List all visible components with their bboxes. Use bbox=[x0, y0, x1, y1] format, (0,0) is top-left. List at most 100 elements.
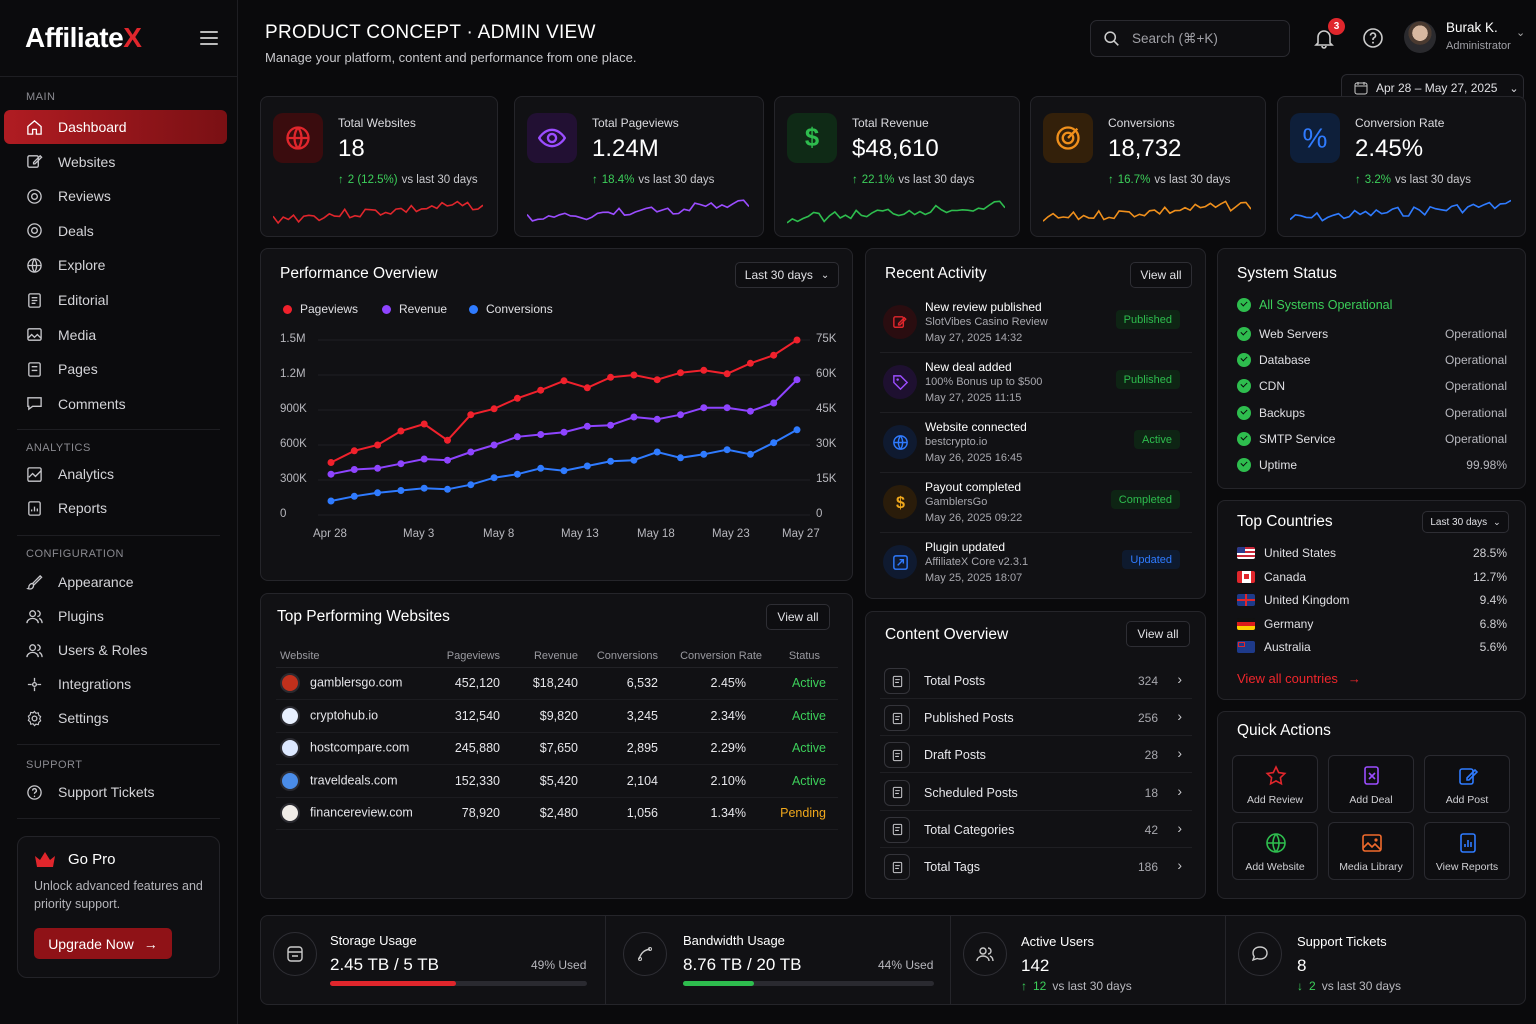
sidebar-item-explore[interactable]: Explore bbox=[4, 248, 227, 282]
table-row[interactable]: hostcompare.com 245,880 $7,650 2,895 2.29% Ac… bbox=[276, 732, 838, 765]
activity-item[interactable]: New review published SlotVibes Casino Rev… bbox=[880, 293, 1192, 353]
quick-action-add-website[interactable]: Add Website bbox=[1232, 822, 1318, 880]
country-item[interactable]: United Kingdom 9.4% bbox=[1237, 591, 1507, 611]
chevron-down-icon: ⌄ bbox=[820, 269, 830, 281]
sidebar-item-dashboard[interactable]: Dashboard bbox=[4, 110, 227, 144]
website-cell[interactable]: financereview.com bbox=[276, 797, 426, 830]
search-input[interactable]: Search (⌘+K) bbox=[1090, 20, 1290, 57]
kpi-label: Conversion Rate bbox=[1355, 116, 1445, 130]
quick-action-view-reports[interactable]: View Reports bbox=[1424, 822, 1510, 880]
brand-logo[interactable]: AffiliateX bbox=[25, 22, 142, 53]
chevron-right-icon[interactable]: › bbox=[1177, 819, 1182, 836]
sidebar-item-deals[interactable]: Deals bbox=[4, 214, 227, 248]
date-range-label: Apr 28 – May 27, 2025 bbox=[1376, 81, 1498, 95]
top-websites-view-all-button[interactable]: View all bbox=[766, 604, 830, 630]
column-header[interactable]: Revenue bbox=[506, 645, 584, 668]
chevron-right-icon[interactable]: › bbox=[1177, 782, 1182, 799]
content-value: 28 bbox=[1144, 748, 1158, 763]
chevron-right-icon[interactable]: › bbox=[1177, 745, 1182, 762]
sidebar-item-reports[interactable]: Reports bbox=[4, 491, 227, 525]
table-row[interactable]: gamblersgo.com 452,120 $18,240 6,532 2.45% Ac… bbox=[276, 667, 838, 700]
divider bbox=[605, 915, 606, 1005]
column-header[interactable]: Conversions bbox=[584, 645, 664, 668]
country-item[interactable]: Canada 12.7% bbox=[1237, 568, 1507, 588]
column-header[interactable]: Pageviews bbox=[426, 645, 506, 668]
sidebar-item-support-tickets[interactable]: Support Tickets bbox=[4, 775, 227, 809]
website-cell[interactable]: cryptohub.io bbox=[276, 699, 426, 733]
sidebar-item-media[interactable]: Media bbox=[4, 318, 227, 352]
y-axis-right-tick: 0 bbox=[816, 508, 823, 520]
activity-subtitle: GamblersGo bbox=[925, 496, 988, 508]
countries-range-select[interactable]: Last 30 days ⌄ bbox=[1422, 511, 1509, 533]
content-item[interactable]: Total Categories 42 › bbox=[880, 811, 1192, 848]
column-header[interactable]: Conversion Rate bbox=[664, 645, 768, 668]
country-item[interactable]: Germany 6.8% bbox=[1237, 615, 1507, 635]
kpi-card-total-pageviews[interactable]: Total Pageviews 1.24M ↑ 18.4% vs last 30 day… bbox=[514, 96, 764, 237]
sidebar-item-comments[interactable]: Comments bbox=[4, 387, 227, 421]
quick-action-media-library[interactable]: Media Library bbox=[1328, 822, 1414, 880]
bell-icon[interactable] bbox=[1313, 27, 1335, 49]
system-value: Operational bbox=[1444, 379, 1507, 394]
sidebar-item-plugins[interactable]: Plugins bbox=[4, 599, 227, 633]
activity-item[interactable]: Plugin updated AffiliateX Core v2.3.1 May … bbox=[880, 533, 1192, 593]
country-item[interactable]: United States 28.5% bbox=[1237, 544, 1507, 564]
help-icon[interactable] bbox=[1362, 27, 1384, 49]
kpi-card-conversions[interactable]: Conversions 18,732 ↑ 16.7% vs last 30 days bbox=[1030, 96, 1266, 237]
activity-item[interactable]: $ Payout completed GamblersGo May 26, 2025 … bbox=[880, 473, 1192, 533]
table-row[interactable]: cryptohub.io 312,540 $9,820 3,245 2.34% Activ… bbox=[276, 699, 838, 733]
website-cell[interactable]: gamblersgo.com bbox=[276, 667, 426, 700]
quick-action-add-deal[interactable]: Add Deal bbox=[1328, 755, 1414, 813]
column-header[interactable]: Status bbox=[768, 645, 838, 668]
chevron-right-icon[interactable]: › bbox=[1177, 708, 1182, 725]
activity-title: Website connected bbox=[925, 420, 1027, 434]
content-item[interactable]: Total Posts 324 › bbox=[880, 662, 1192, 699]
content-view-all-button[interactable]: View all bbox=[1126, 621, 1190, 647]
check-icon bbox=[1237, 405, 1251, 420]
sidebar-item-pages[interactable]: Pages bbox=[4, 352, 227, 386]
content-item[interactable]: Total Tags 186 › bbox=[880, 848, 1192, 885]
sidebar-item-users-roles[interactable]: Users & Roles bbox=[4, 633, 227, 667]
legend-label: Conversions bbox=[486, 302, 553, 316]
website-cell[interactable]: hostcompare.com bbox=[276, 732, 426, 765]
chevron-right-icon[interactable]: › bbox=[1177, 857, 1182, 873]
plugin-icon bbox=[883, 545, 917, 579]
kpi-card-total-websites[interactable]: Total Websites 18 ↑ 2 (12.5%) vs last 30 day… bbox=[260, 96, 498, 237]
performance-range-select[interactable]: Last 30 days ⌄ bbox=[735, 262, 839, 288]
table-row[interactable]: financereview.com 78,920 $2,480 1,056 1.34% P… bbox=[276, 797, 838, 830]
sidebar-item-editorial[interactable]: Editorial bbox=[4, 283, 227, 317]
chevron-down-icon[interactable]: ⌄ bbox=[1516, 27, 1526, 39]
performance-overview-card bbox=[260, 248, 853, 581]
quick-action-add-review[interactable]: Add Review bbox=[1232, 755, 1318, 813]
kpi-card-conversion-rate[interactable]: % Conversion Rate 2.45% ↑ 3.2% vs last 30 day… bbox=[1277, 96, 1526, 237]
sparkline-path bbox=[1043, 200, 1251, 222]
activity-view-all-button[interactable]: View all bbox=[1130, 262, 1192, 288]
quick-action-add-post[interactable]: Add Post bbox=[1424, 755, 1510, 813]
view-all-countries-link[interactable]: View all countries → bbox=[1237, 671, 1361, 686]
upgrade-now-button[interactable]: Upgrade Now → bbox=[34, 928, 172, 959]
content-item[interactable]: Draft Posts 28 › bbox=[880, 736, 1192, 774]
sidebar-item-settings[interactable]: Settings bbox=[4, 701, 227, 735]
content-item[interactable]: Scheduled Posts 18 › bbox=[880, 774, 1192, 811]
flag-us-icon bbox=[1237, 547, 1255, 559]
sidebar-item-websites[interactable]: Websites bbox=[4, 145, 227, 179]
website-cell[interactable]: traveldeals.com bbox=[276, 764, 426, 798]
chevron-right-icon[interactable]: › bbox=[1177, 671, 1182, 687]
menu-toggle-icon[interactable] bbox=[200, 31, 218, 45]
sidebar-item-appearance[interactable]: Appearance bbox=[4, 565, 227, 599]
content-item[interactable]: Published Posts 256 › bbox=[880, 699, 1192, 737]
check-icon bbox=[1237, 431, 1251, 446]
country-item[interactable]: Australia 5.6% bbox=[1237, 638, 1507, 658]
table-row[interactable]: traveldeals.com 152,330 $5,420 2,104 2.10% Ac… bbox=[276, 764, 838, 798]
check-icon bbox=[1237, 353, 1251, 368]
avatar[interactable] bbox=[1404, 21, 1436, 53]
star-icon bbox=[1265, 765, 1287, 786]
activity-item[interactable]: Website connected bestcrypto.io May 26, 20… bbox=[880, 413, 1192, 473]
sidebar-item-integrations[interactable]: Integrations bbox=[4, 667, 227, 701]
kpi-card-total-revenue[interactable]: $ Total Revenue $48,610 ↑ 22.1% vs last 30 da… bbox=[774, 96, 1020, 237]
column-header[interactable]: Website bbox=[276, 645, 426, 668]
sidebar-item-reviews[interactable]: Reviews bbox=[4, 179, 227, 213]
storage-value: 2.45 TB / 5 TB bbox=[330, 955, 439, 974]
activity-item[interactable]: New deal added 100% Bonus up to $500 May 2… bbox=[880, 353, 1192, 413]
check-icon bbox=[1237, 458, 1251, 472]
sidebar-item-analytics[interactable]: Analytics bbox=[4, 457, 227, 491]
